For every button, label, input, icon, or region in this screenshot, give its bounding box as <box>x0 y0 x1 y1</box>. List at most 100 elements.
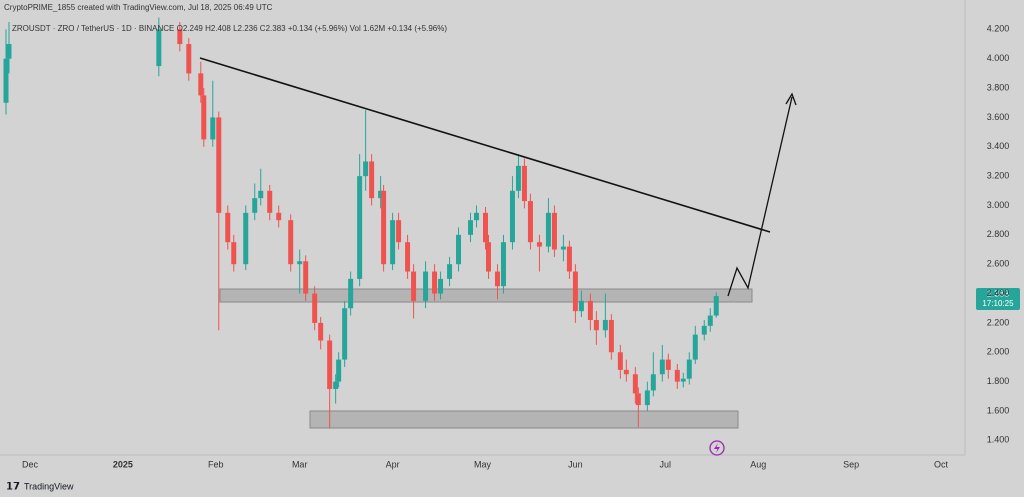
symbol-info: ZROUSDT · ZRO / TetherUS · 1D · BINANCE … <box>12 24 447 33</box>
candle-body <box>312 293 318 323</box>
candle-body <box>198 73 204 96</box>
candle-body <box>288 220 294 265</box>
candle-body <box>378 190 384 199</box>
y-tick-label: 1.600 <box>987 405 1010 415</box>
y-tick-label: 3.000 <box>987 200 1010 210</box>
bar-countdown: 17:10:25 <box>982 299 1014 308</box>
candle-body <box>6 44 12 59</box>
y-tick-label: 2.400 <box>987 288 1010 298</box>
logo-mark: 𝟭𝟳 <box>6 482 20 493</box>
x-tick-label: Jun <box>568 459 583 469</box>
candle-body <box>156 29 162 67</box>
candle-body <box>447 264 453 279</box>
candle-body <box>177 29 183 45</box>
candle-body <box>545 212 551 247</box>
candle-body <box>303 261 309 294</box>
candle-body <box>509 190 515 243</box>
y-tick-label: 2.800 <box>987 229 1010 239</box>
y-tick-label: 1.400 <box>987 435 1010 445</box>
y-tick-label: 4.200 <box>987 24 1010 34</box>
x-tick-label: Sep <box>843 459 859 469</box>
x-tick-label: Apr <box>386 459 400 469</box>
candle-body <box>500 242 506 287</box>
candle-body <box>566 246 572 272</box>
candle-body <box>536 242 542 247</box>
candle-body <box>665 359 671 370</box>
candle-body <box>602 319 608 331</box>
x-tick-label: 2025 <box>113 459 133 469</box>
candle-body <box>593 319 599 331</box>
candle-body <box>369 161 375 199</box>
candle-body <box>438 278 444 294</box>
candle-body <box>357 176 363 279</box>
candle-body <box>456 234 462 265</box>
x-tick-label: May <box>474 459 492 469</box>
candle-body <box>333 381 339 389</box>
candle-body <box>674 369 680 382</box>
candle-body <box>692 334 698 360</box>
candle-body <box>381 190 387 265</box>
candle-body <box>713 296 719 316</box>
y-tick-label: 3.600 <box>987 112 1010 122</box>
header-title: CryptoPRIME_1855 created with TradingVie… <box>4 3 273 12</box>
candle-body <box>210 117 216 140</box>
x-tick-label: Jul <box>660 459 672 469</box>
x-tick-label: Mar <box>292 459 308 469</box>
projection-path <box>727 96 793 297</box>
candle-body <box>231 242 237 265</box>
candle-body <box>587 300 593 320</box>
projection-arrowhead <box>785 92 797 106</box>
y-tick-label: 3.400 <box>987 141 1010 151</box>
candle-body <box>201 95 207 140</box>
candle-body <box>521 165 527 202</box>
candle-body <box>258 190 264 199</box>
candle-body <box>686 359 692 379</box>
x-tick-label: Dec <box>22 459 39 469</box>
candle-body <box>276 212 282 221</box>
x-tick-label: Oct <box>934 459 949 469</box>
candle-body <box>252 198 258 213</box>
y-tick-label: 2.600 <box>987 259 1010 269</box>
candle-body <box>650 374 656 391</box>
candle-body <box>327 340 333 389</box>
candle-body <box>348 278 354 309</box>
x-tick-label: Feb <box>208 459 224 469</box>
candle-body <box>560 246 566 250</box>
support-zone <box>309 410 739 429</box>
candle-body <box>572 271 578 312</box>
candle-body <box>707 315 713 326</box>
candle-body <box>617 352 623 370</box>
y-tick-label: 3.200 <box>987 171 1010 181</box>
candle-body <box>342 308 348 360</box>
footer-brand: TradingView <box>24 481 74 491</box>
candle-body <box>474 212 480 221</box>
candle-body <box>701 325 707 335</box>
candle-body <box>3 58 9 103</box>
candle-body <box>680 378 686 382</box>
trend-line <box>199 57 771 233</box>
candle-body <box>225 212 231 243</box>
candle-body <box>297 261 303 265</box>
candle-body <box>551 212 557 250</box>
candle-body <box>485 242 491 272</box>
candle-body <box>390 220 396 265</box>
candle-body <box>623 369 629 375</box>
candle-body <box>635 393 641 406</box>
candle-body <box>494 271 500 287</box>
candle-body <box>336 359 342 382</box>
candle-body <box>527 201 533 243</box>
candle-body <box>432 271 438 294</box>
candle-body <box>632 374 638 394</box>
candle-body <box>423 271 429 301</box>
candle-body <box>267 190 273 213</box>
candle-body <box>318 322 324 341</box>
candle-body <box>578 300 584 312</box>
y-tick-label: 1.800 <box>987 376 1010 386</box>
event-icon[interactable] <box>709 440 725 456</box>
candle-body <box>644 390 650 406</box>
candle-body <box>411 271 417 301</box>
candle-body <box>243 212 249 265</box>
y-tick-label: 3.800 <box>987 82 1010 92</box>
candle-body <box>186 44 192 74</box>
